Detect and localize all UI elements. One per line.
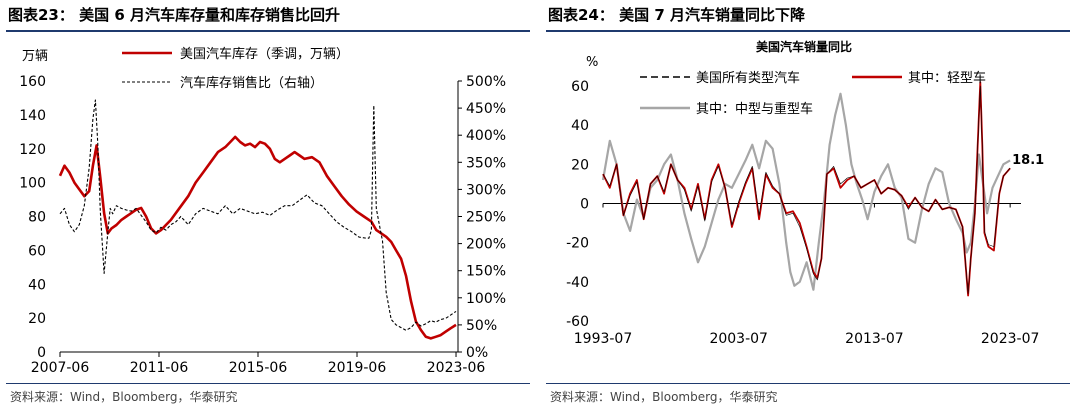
last-value-label: 18.1 xyxy=(1012,153,1044,168)
y-tick-label-right: 0% xyxy=(466,345,488,361)
left-title-rule xyxy=(6,30,530,32)
y-tick-label-left: 160 xyxy=(19,74,46,90)
y-tick-label: -60 xyxy=(566,314,589,330)
y-tick-label-right: 200% xyxy=(466,237,506,253)
left-figure-panel: 图表23： 美国 6 月汽车库存量和库存销售比回升 万辆 0 20 40 60 80 100… xyxy=(6,6,530,404)
y-tick-label-left: 100 xyxy=(19,176,46,192)
left-figure-title: 图表23： 美国 6 月汽车库存量和库存销售比回升 xyxy=(8,6,340,24)
inventory-sales-ratio-line xyxy=(59,99,457,331)
legend-label-heavy: 其中：中型与重型车 xyxy=(696,101,813,117)
y-tick-label-right: 400% xyxy=(466,128,506,144)
legend-label-ratio: 汽车库存销售比（右轴） xyxy=(180,75,323,91)
y-tick-label-right: 450% xyxy=(466,101,506,117)
left-source-note: 资料来源：Wind，Bloomberg，华泰研究 xyxy=(10,390,238,404)
x-tick-label: 2015-06 xyxy=(229,360,288,376)
y-tick-label-left: 20 xyxy=(28,311,46,327)
y-axis-unit-label: % xyxy=(586,55,598,70)
y-tick-label-right: 500% xyxy=(466,74,506,90)
right-figure-panel: 图表24： 美国 7 月汽车销量同比下降 美国汽车销量同比% -60 -40 -20 0… xyxy=(540,0,1080,419)
left-source-rule xyxy=(6,383,530,384)
x-tick-label: 2007-06 xyxy=(31,360,90,376)
y-tick-label: 0 xyxy=(580,197,589,213)
y-tick-label-left: 0 xyxy=(37,345,46,361)
x-tick-label: 2023-07 xyxy=(981,331,1039,347)
y-tick-label-left: 140 xyxy=(19,108,46,124)
legend-label-inventory: 美国汽车库存（季调，万辆） xyxy=(180,46,349,62)
inventory-chart: 万辆 0 20 40 60 80 100 120 140 160 0% 50% 100% 150% 200%… xyxy=(19,46,506,376)
x-tick-label: 2019-06 xyxy=(328,360,387,376)
x-tick-label: 2011-06 xyxy=(130,360,189,376)
legend-label-all: 美国所有类型汽车 xyxy=(696,70,800,86)
y-tick-label: 60 xyxy=(571,79,589,95)
y-tick-label: 20 xyxy=(571,157,589,173)
y-tick-label-right: 100% xyxy=(466,291,506,307)
y-tick-label-left: 120 xyxy=(19,142,46,158)
y-tick-label-left: 60 xyxy=(28,243,46,259)
y-tick-label-right: 250% xyxy=(466,210,506,226)
y-axis-unit-label: 万辆 xyxy=(22,49,48,64)
y-tick-label: 40 xyxy=(571,118,589,134)
y-tick-label-right: 150% xyxy=(466,264,506,280)
right-source-note: 资料来源：Wind，Bloomberg，华泰研究 xyxy=(550,390,778,404)
y-tick-label-right: 50% xyxy=(466,318,497,334)
y-tick-label-left: 80 xyxy=(28,210,46,226)
x-tick-label: 1993-07 xyxy=(574,331,633,347)
x-tick-label: 2013-07 xyxy=(845,331,904,347)
chart-title: 美国汽车销量同比 xyxy=(756,39,852,54)
x-tick-label: 2023-06 xyxy=(427,360,486,376)
inventory-series-line xyxy=(58,135,457,340)
sales-yoy-chart: 美国汽车销量同比% -60 -40 -20 0 20 40 60 1993-07 2003-07 2… xyxy=(566,39,1044,347)
right-figure-title: 图表24： 美国 7 月汽车销量同比下降 xyxy=(548,6,805,24)
legend-label-light: 其中：轻型车 xyxy=(908,70,986,86)
y-tick-label-right: 350% xyxy=(466,155,506,171)
y-tick-label-right: 300% xyxy=(466,182,506,198)
x-tick-label: 2003-07 xyxy=(709,331,768,347)
all-vehicles-series-line xyxy=(602,85,1011,294)
right-source-rule xyxy=(546,383,1070,384)
y-tick-label: -20 xyxy=(566,236,589,252)
y-tick-label: -40 xyxy=(566,275,589,291)
y-tick-label-left: 40 xyxy=(28,277,46,293)
right-title-rule xyxy=(546,30,1070,32)
